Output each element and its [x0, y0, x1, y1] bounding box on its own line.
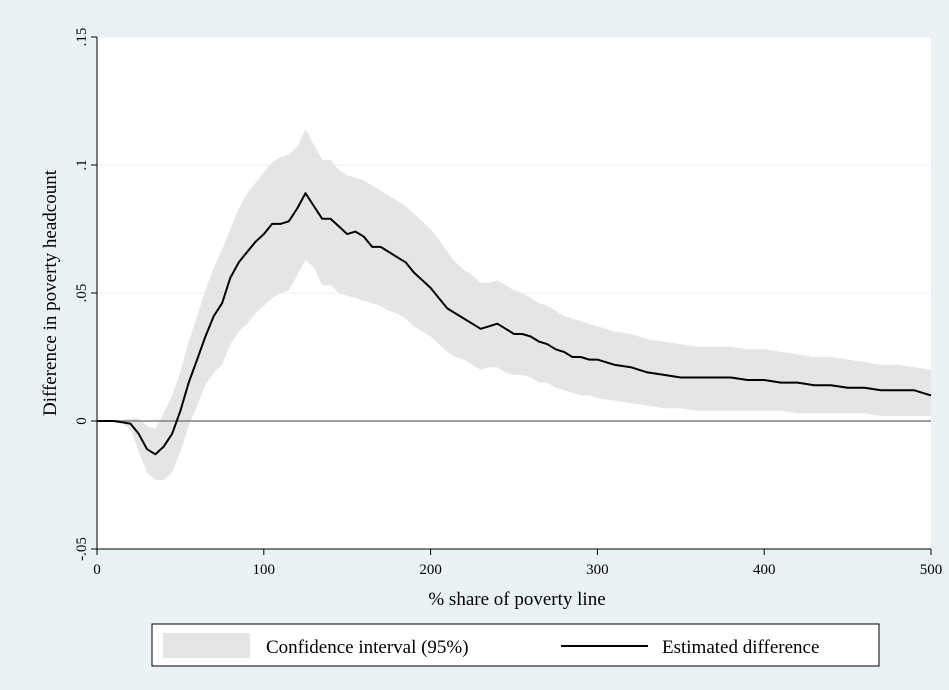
y-tick-label: .15 — [74, 28, 90, 47]
legend-label-confidence-interval: Confidence interval (95%) — [266, 637, 469, 658]
x-ticks: 0 100 200 300 400 500 — [93, 549, 942, 578]
y-tick-label: .05 — [74, 284, 90, 303]
y-axis-title: Difference in poverty headcount — [40, 169, 61, 416]
estimate-line-layer — [97, 192, 932, 456]
legend-swatch-confidence-interval — [163, 633, 250, 658]
y-tick-label: 0 — [74, 417, 90, 425]
estimated-difference-line — [97, 192, 932, 456]
legend: Confidence interval (95%) Estimated diff… — [151, 623, 880, 667]
legend-label-estimated-difference: Estimated difference — [662, 637, 819, 658]
legend-box — [151, 623, 880, 667]
x-axis-title: % share of poverty line — [428, 589, 605, 610]
confidence-band-layer — [97, 129, 931, 480]
x-tick-label: 0 — [93, 562, 101, 578]
x-tick-label: 400 — [753, 562, 776, 578]
x-tick-label: 500 — [920, 562, 943, 578]
x-tick-label: 300 — [586, 562, 609, 578]
y-tick-label: .1 — [74, 159, 90, 170]
x-tick-label: 100 — [253, 562, 276, 578]
confidence-interval-band — [97, 129, 931, 480]
y-ticks: -.05 0 .05 .1 .15 — [74, 28, 97, 561]
y-tick-label: -.05 — [74, 537, 90, 561]
x-tick-label: 200 — [419, 562, 442, 578]
